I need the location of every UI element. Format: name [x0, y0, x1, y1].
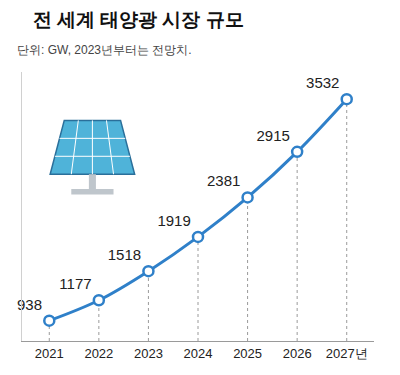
svg-text:2026: 2026 [283, 346, 312, 361]
svg-text:1177: 1177 [59, 275, 91, 292]
svg-text:2023: 2023 [134, 346, 163, 361]
svg-text:2022: 2022 [84, 346, 113, 361]
svg-text:1518: 1518 [108, 246, 141, 263]
svg-text:2024: 2024 [184, 346, 213, 361]
svg-text:단위: GW, 2023년부터는 전망치.: 단위: GW, 2023년부터는 전망치. [17, 43, 192, 57]
svg-text:2021: 2021 [35, 346, 64, 361]
svg-text:1919: 1919 [157, 212, 190, 229]
svg-text:전 세계 태양광 시장 규모: 전 세계 태양광 시장 규모 [33, 9, 244, 30]
svg-text:938: 938 [17, 296, 42, 313]
svg-text:2025: 2025 [233, 346, 262, 361]
svg-text:2381: 2381 [207, 172, 240, 189]
svg-text:3532: 3532 [306, 74, 339, 91]
svg-text:2027년: 2027년 [326, 346, 368, 361]
svg-text:2915: 2915 [257, 127, 290, 144]
